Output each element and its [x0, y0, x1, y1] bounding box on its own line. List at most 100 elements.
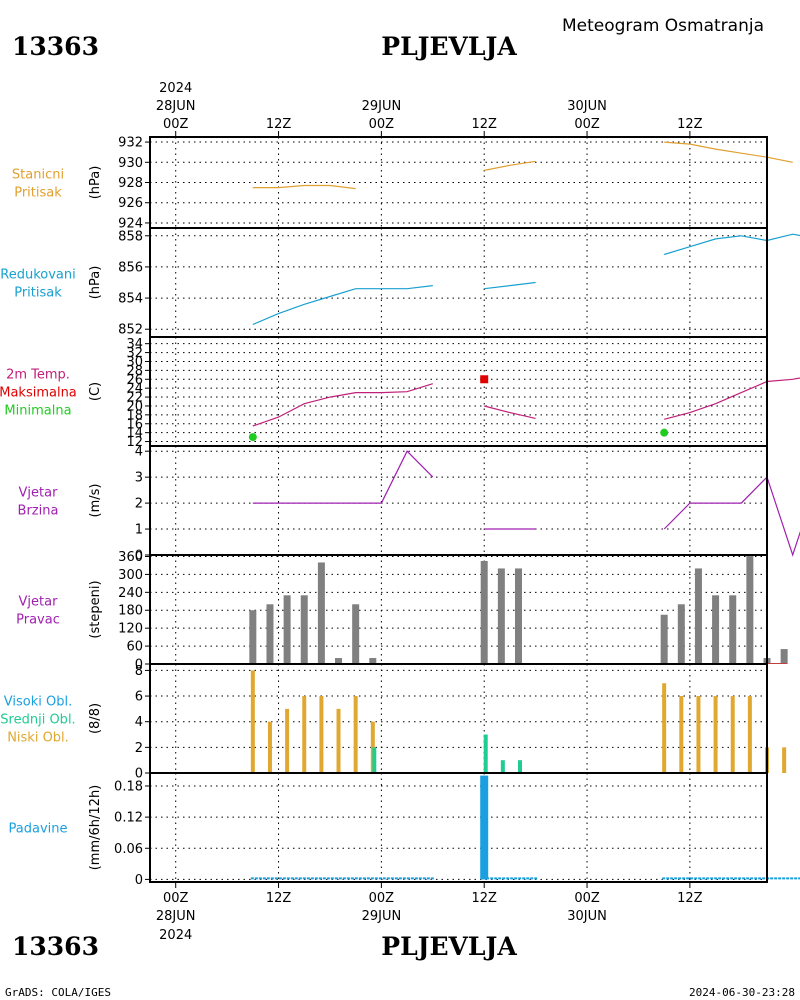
axis-label-y: (hPa): [88, 166, 103, 200]
low-cloud-bar: [285, 708, 290, 773]
time-label-bottom: 00Z: [369, 891, 395, 906]
mid-cloud-bar: [483, 734, 488, 773]
time-label-top: 28JUN: [156, 99, 196, 114]
tick-label-y: 930: [118, 156, 143, 171]
panel-precipitation: 0 0.06 0.12 0.18 (mm/6h/12h) Padavine: [9, 772, 800, 888]
panel-label: Vjetar: [19, 486, 59, 501]
tick-label-y: 180: [118, 604, 143, 619]
direction-bar: [780, 649, 788, 664]
direction-bar: [746, 555, 754, 664]
panel-label: Stanicni: [12, 168, 64, 183]
panel-label: Maksimalna: [0, 386, 77, 401]
axis-label-y: (stepeni): [88, 580, 103, 638]
tick-label-y: 28: [126, 364, 143, 379]
tick-label-y: 926: [118, 196, 143, 211]
panel-label: Redukovani: [0, 268, 75, 283]
panel-clouds: 0 2 4 6 8 (8/8) Visoki Obl. Srednji Obl. Niski O…: [0, 663, 787, 782]
axis-label-y: (hPa): [88, 266, 103, 300]
tick-label-y: 2: [135, 741, 143, 756]
time-label-top: 30JUN: [567, 99, 607, 114]
series-line: [484, 405, 536, 419]
time-label-top: 00Z: [163, 117, 189, 132]
tick-label-y: 854: [118, 292, 143, 307]
low-cloud-bar: [679, 696, 684, 773]
panel-frame: [149, 445, 768, 556]
direction-bar: [317, 562, 325, 664]
panel-label: 2m Temp.: [6, 368, 70, 383]
tick-label-y: 360: [118, 550, 143, 565]
direction-bar: [249, 610, 257, 664]
series-line: [252, 383, 433, 427]
series-line: [484, 160, 536, 171]
tick-label-y: 0.06: [114, 842, 143, 857]
panels-group: 924926928930932(hPa)StanicniPritisak8528…: [0, 81, 800, 943]
low-cloud-bar: [319, 696, 324, 773]
panel-label: Brzina: [18, 504, 59, 519]
time-label-bottom: 12Z: [471, 891, 497, 906]
time-label-top: 29JUN: [362, 99, 402, 114]
time-label-bottom: 30JUN: [567, 909, 607, 924]
low-cloud-bar: [662, 683, 667, 773]
mid-cloud-bar: [517, 760, 522, 773]
tick-label-y: 0: [135, 549, 143, 564]
low-cloud-bar: [370, 721, 375, 773]
direction-bar: [514, 568, 522, 664]
tick-label-y: 16: [126, 417, 143, 432]
tmin-marker: [660, 428, 669, 437]
tick-label-y: 26: [126, 373, 143, 388]
direction-bar: [729, 595, 737, 664]
precip-bar: [480, 775, 489, 880]
low-cloud-bar: [250, 670, 255, 773]
direction-bar: [497, 568, 505, 664]
tick-label-y: 24: [126, 382, 143, 397]
tick-label-y: 60: [126, 640, 143, 655]
low-cloud-bar: [730, 696, 735, 773]
station-id-bottom: 13363: [12, 932, 99, 961]
time-label-bottom: 00Z: [574, 891, 600, 906]
tick-label-y: 0: [135, 767, 143, 782]
grads-credit: GrADS: COLA/IGES: [5, 986, 111, 999]
panel-frame: [149, 554, 768, 665]
panel-label: Visoki Obl.: [4, 695, 72, 710]
tick-label-y: 30: [126, 355, 143, 370]
tick-label-y: 300: [118, 568, 143, 583]
tick-label-y: 0.18: [114, 779, 143, 794]
direction-bar: [712, 595, 720, 664]
panel-reduced_pressure: 852 854 856 858 (hPa) Redukovani Pritisak: [0, 227, 800, 338]
time-label-bottom: 2024: [159, 928, 192, 943]
tick-label-y: 4: [135, 445, 143, 460]
render-timestamp: 2024-06-30-23:28: [689, 986, 795, 999]
tick-label-y: 12: [126, 435, 143, 450]
low-cloud-bar: [713, 696, 718, 773]
direction-bar: [480, 560, 488, 664]
time-label-top: 00Z: [574, 117, 600, 132]
tick-label-y: 2: [135, 497, 143, 512]
tick-label-y: 4: [135, 715, 143, 730]
tick-label-y: 18: [126, 408, 143, 423]
tick-label-y: 0: [135, 873, 143, 888]
direction-bar: [352, 604, 360, 664]
tick-label-y: 20: [126, 399, 143, 414]
tick-label-y: 858: [118, 229, 143, 244]
panel-label: Minimalna: [4, 404, 71, 419]
tick-label-y: 0: [135, 658, 143, 673]
time-label-bottom: 12Z: [266, 891, 292, 906]
panel-label: Vjetar: [19, 595, 59, 610]
tick-label-y: 34: [126, 337, 143, 352]
time-label-top: 12Z: [266, 117, 292, 132]
low-cloud-bar: [747, 696, 752, 773]
series-line: [252, 450, 434, 504]
time-label-bottom: 00Z: [163, 891, 189, 906]
time-label-bottom: 12Z: [677, 891, 703, 906]
tick-label-y: 852: [118, 323, 143, 338]
axis-label-y: (mm/6h/12h): [88, 785, 103, 871]
tick-label-y: 6: [135, 690, 143, 705]
time-label-top: 12Z: [677, 117, 703, 132]
axis-label-y: (C): [88, 382, 103, 401]
tick-label-y: 240: [118, 586, 143, 601]
time-label-bottom: 29JUN: [362, 909, 402, 924]
series-line: [252, 285, 433, 326]
tick-label-y: 22: [126, 391, 143, 406]
mid-cloud-bar: [372, 747, 377, 773]
